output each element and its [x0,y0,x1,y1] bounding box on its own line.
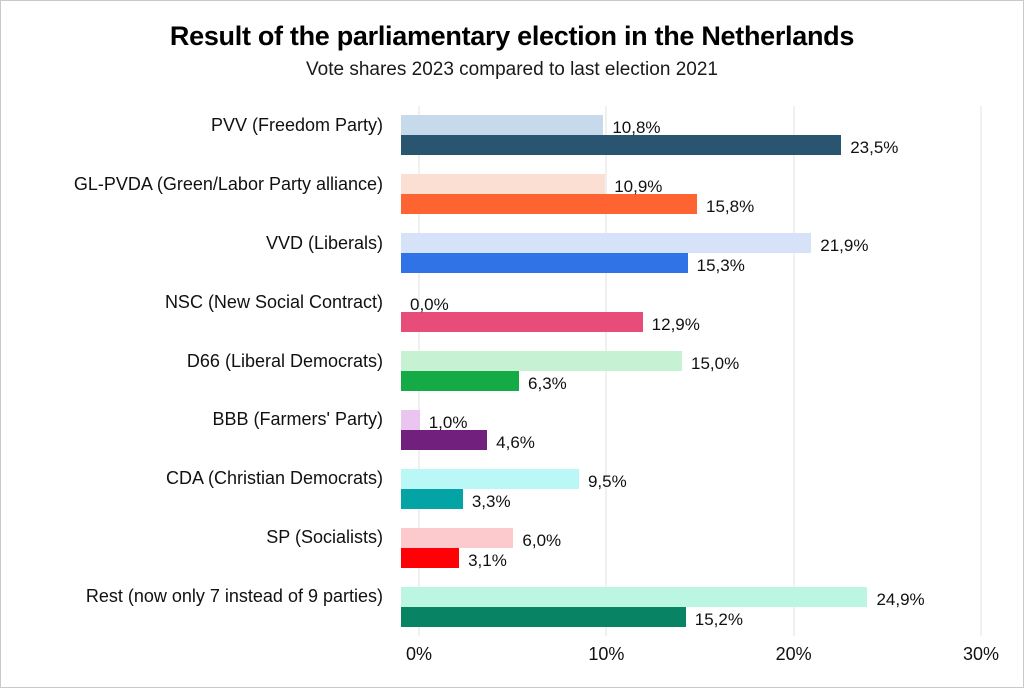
bar-row: VVD (Liberals) 21,9% 15,3% [1,224,981,283]
bar-2021 [401,527,514,548]
gridline [605,106,607,636]
bar-rows: PVV (Freedom Party) 10,8% 23,5% GL-PVDA (Gr… [1,106,981,636]
barline-2023: 12,9% [401,312,963,335]
x-tick-label: 20% [775,644,812,664]
category-label: GL-PVDA (Green/Labor Party alliance) [73,173,383,194]
value-label-2023: 3,1% [468,550,507,570]
x-tick-label: 0% [405,644,433,664]
bar-2023 [401,371,520,391]
bar-2021 [401,174,606,195]
bar-2023 [401,429,488,450]
chart-title: Result of the parliamentary election in … [169,21,855,51]
bar-row: PVV (Freedom Party) 10,8% 23,5% [1,106,981,165]
barline-2023: 15,3% [401,253,963,276]
bar-pair: 9,5% 3,3% [401,468,963,511]
value-label-2021: 21,9% [820,236,869,256]
chart-subtitle: Vote shares 2023 compared to last electi… [306,59,718,80]
bar-pair: 0,0% 12,9% [401,292,963,335]
value-label-2021: 6,0% [522,530,562,550]
value-label-2023: 15,8% [705,197,755,217]
bar-row: D66 (Liberal Democrats) 15,0% 6,3% [1,342,981,401]
barline-2021: 1,0% [401,409,963,432]
bar-2023 [401,547,460,568]
x-axis: 0% 10% 20% 30% [406,644,999,668]
bar-2023 [401,135,842,156]
bar-row: Rest (now only 7 instead of 9 parties) 24… [1,577,981,636]
bar-2023 [401,606,686,627]
bar-pair: 1,0% 4,6% [401,409,963,452]
value-label-2021: 24,9% [876,589,925,609]
value-label-2023: 3,3% [471,491,511,511]
category-label: SP (Socialists) [266,527,383,548]
x-tick-label: 10% [588,644,625,664]
bar-2023 [401,488,463,509]
bar-row: BBB (Farmers' Party) 1,0% 4,6% [1,400,981,459]
value-label-2021: 10,8% [612,118,661,138]
barline-2021: 0,0% [401,292,963,315]
category-label: VVD (Liberals) [265,232,383,253]
barline-2023: 3,1% [401,547,963,570]
bar-row: NSC (New Social Contract) 0,0% 12,9% [1,283,981,342]
bar-pair: 6,0% 3,1% [401,527,963,570]
barline-2023: 23,5% [401,135,963,158]
bar-2023 [401,194,697,215]
value-label-2023: 12,9% [651,315,700,335]
bar-row: SP (Socialists) 6,0% 3,1% [1,518,981,577]
value-label-2021: 0,0% [410,295,449,315]
value-label-2021: 9,5% [587,471,627,491]
barline-2021: 10,9% [401,174,963,197]
value-label-2023: 4,6% [496,432,535,452]
bar-pair: 24,9% 15,2% [401,586,963,629]
bar-pair: 15,0% 6,3% [401,351,963,393]
barline-2021: 10,8% [401,115,963,138]
value-label-2023: 15,2% [694,609,743,629]
barline-2023: 4,6% [401,429,963,452]
bar-2023 [401,253,688,274]
bar-row: GL-PVDA (Green/Labor Party alliance) 10,9… [1,165,981,224]
barline-2023: 15,2% [401,606,963,629]
barline-2023: 3,3% [401,488,963,511]
bar-2021 [401,586,868,607]
bar-pair: 21,9% 15,3% [401,233,963,276]
category-label: CDA (Christian Democrats) [165,468,383,489]
barline-2023: 15,8% [401,194,963,217]
bar-2021 [401,115,604,136]
value-label-2021: 10,9% [614,177,663,197]
barline-2021: 15,0% [401,351,963,373]
bar-pair: 10,9% 15,8% [401,174,963,217]
value-label-2023: 6,3% [528,374,567,393]
bar-2023 [401,312,643,333]
bar-pair: 10,8% 23,5% [401,115,963,158]
barline-2021: 21,9% [401,233,963,256]
bar-2021 [401,409,420,430]
category-label: BBB (Farmers' Party) [212,409,383,430]
value-label-2023: 23,5% [850,138,899,158]
value-label-2021: 1,0% [428,412,468,432]
category-label: PVV (Freedom Party) [210,115,383,135]
barline-2023: 6,3% [401,371,963,393]
value-label-2021: 15,0% [691,354,740,373]
x-tick-label: 30% [962,644,1000,664]
value-label-2023: 15,3% [696,256,745,276]
bar-row: CDA (Christian Democrats) 9,5% 3,3% [1,459,981,518]
bar-2021 [401,351,682,371]
category-label: Rest (now only 7 instead of 9 parties) [85,586,383,607]
bar-2021 [401,468,579,489]
barline-2021: 24,9% [401,586,963,609]
category-label: NSC (New Social Contract) [164,291,383,312]
bar-2021 [401,233,812,254]
barline-2021: 9,5% [401,468,963,491]
gridline [980,106,982,636]
category-label: D66 (Liberal Democrats) [186,350,383,371]
gridline [793,106,795,636]
barline-2021: 6,0% [401,527,963,550]
